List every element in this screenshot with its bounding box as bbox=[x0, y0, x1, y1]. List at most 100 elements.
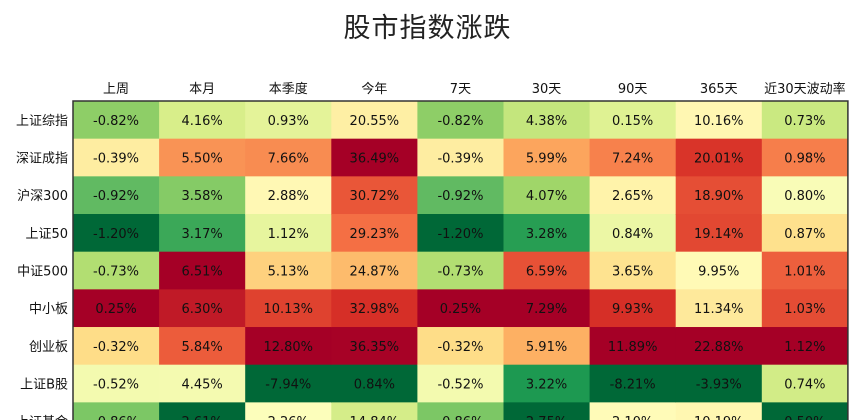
cell-value-label: -8.21% bbox=[610, 378, 656, 393]
cell-value-label: 1.03% bbox=[784, 302, 825, 317]
cell-value-label: 19.14% bbox=[694, 227, 744, 242]
cell-value-label: -0.82% bbox=[437, 114, 483, 129]
cell-value-label: 1.12% bbox=[268, 227, 309, 242]
cell-value-label: 5.13% bbox=[268, 265, 309, 280]
cell-value-label: 9.93% bbox=[612, 302, 653, 317]
cell-value-label: -1.20% bbox=[437, 227, 483, 242]
column-label: 7天 bbox=[450, 82, 471, 97]
heatmap-cell bbox=[417, 402, 505, 420]
cell-value-label: -0.86% bbox=[93, 415, 139, 420]
heatmap-cell bbox=[417, 364, 505, 403]
heatmap-cell bbox=[675, 364, 763, 403]
heatmap-cell bbox=[331, 364, 418, 403]
heatmap-cell bbox=[331, 214, 418, 253]
chart-title: 股市指数涨跌 bbox=[343, 13, 512, 44]
heatmap-cell bbox=[675, 251, 763, 290]
heatmap-cell bbox=[761, 402, 849, 420]
cell-value-label: 7.66% bbox=[268, 152, 309, 167]
cell-value-label: 3.58% bbox=[181, 189, 222, 204]
heatmap-cell bbox=[331, 327, 418, 366]
cell-value-label: 1.01% bbox=[784, 265, 825, 280]
row-label: 上证50 bbox=[25, 227, 68, 242]
heatmap-cell bbox=[589, 138, 677, 177]
heatmap-cell bbox=[761, 364, 849, 403]
cell-value-label: 18.90% bbox=[694, 189, 744, 204]
cell-value-label: -0.92% bbox=[437, 189, 483, 204]
column-label: 今年 bbox=[361, 81, 387, 97]
heatmap-cell bbox=[331, 402, 418, 420]
heatmap-cell bbox=[245, 402, 332, 420]
column-label: 本季度 bbox=[269, 81, 308, 97]
heatmap-cell bbox=[761, 327, 849, 366]
cell-value-label: 24.87% bbox=[350, 265, 400, 280]
heatmap-cell bbox=[245, 251, 332, 290]
heatmap-cell bbox=[245, 138, 332, 177]
cell-value-label: 30.72% bbox=[350, 189, 400, 204]
heatmap-cell bbox=[417, 176, 505, 215]
cell-value-label: 4.07% bbox=[526, 189, 567, 204]
heatmap-cell bbox=[245, 101, 332, 140]
heatmap-cell bbox=[73, 289, 160, 328]
heatmap-cell bbox=[503, 138, 591, 177]
cell-value-label: 20.01% bbox=[694, 152, 744, 167]
heatmap-cell bbox=[503, 364, 591, 403]
cell-value-label: 0.87% bbox=[784, 227, 825, 242]
heatmap-frame bbox=[72, 100, 849, 420]
cell-value-label: 3.65% bbox=[612, 265, 653, 280]
cell-value-label: -3.93% bbox=[696, 378, 742, 393]
column-label: 近30天波动率 bbox=[764, 81, 846, 97]
heatmap-cell bbox=[159, 138, 246, 177]
cell-value-label: 5.84% bbox=[181, 340, 222, 355]
heatmap-cell bbox=[503, 289, 591, 328]
cell-value-label: 14.84% bbox=[350, 415, 400, 420]
heatmap-cell bbox=[589, 101, 677, 140]
cell-value-label: 3.17% bbox=[181, 227, 222, 242]
heatmap-cell bbox=[159, 214, 246, 253]
row-label: 中小板 bbox=[29, 302, 68, 317]
heatmap-cell bbox=[675, 327, 763, 366]
cell-value-label: -0.32% bbox=[93, 340, 139, 355]
cell-value-label: 5.50% bbox=[181, 152, 222, 167]
cell-value-label: 9.95% bbox=[698, 265, 739, 280]
cell-value-label: 5.91% bbox=[526, 340, 567, 355]
heatmap-cell bbox=[589, 364, 677, 403]
heatmap-cell bbox=[761, 289, 849, 328]
cell-value-label: 7.29% bbox=[526, 302, 567, 317]
heatmap-cell bbox=[245, 364, 332, 403]
cell-value-label: 2.75% bbox=[526, 415, 567, 420]
heatmap-cell bbox=[417, 214, 505, 253]
heatmap-cell bbox=[675, 101, 763, 140]
heatmap-cell bbox=[503, 327, 591, 366]
heatmap-cell bbox=[159, 101, 246, 140]
heatmap-cell bbox=[159, 364, 246, 403]
heatmap-cell bbox=[417, 327, 505, 366]
cell-value-label: 29.23% bbox=[350, 227, 400, 242]
cell-value-label: 5.99% bbox=[526, 152, 567, 167]
cell-value-label: 0.73% bbox=[784, 114, 825, 129]
cell-value-label: 0.84% bbox=[354, 378, 395, 393]
heatmap-cell bbox=[675, 176, 763, 215]
heatmap-cell bbox=[589, 327, 677, 366]
heatmap-cell bbox=[503, 402, 591, 420]
heatmap-cell bbox=[761, 101, 849, 140]
row-label: 创业板 bbox=[29, 340, 68, 355]
heatmap-cell bbox=[73, 138, 160, 177]
row-label: 沪深300 bbox=[17, 188, 68, 204]
cell-value-label: -7.94% bbox=[265, 378, 311, 393]
heatmap-cell bbox=[761, 138, 849, 177]
cell-value-label: -0.52% bbox=[93, 378, 139, 393]
cell-value-label: 12.80% bbox=[263, 340, 313, 355]
heatmap-cell bbox=[73, 364, 160, 403]
cell-value-label: -1.20% bbox=[93, 227, 139, 242]
cell-value-label: 3.28% bbox=[526, 227, 567, 242]
heatmap-cell bbox=[73, 251, 160, 290]
heatmap-cell bbox=[73, 214, 160, 253]
column-label: 30天 bbox=[532, 82, 562, 97]
heatmap-cell bbox=[245, 327, 332, 366]
cell-value-label: 6.51% bbox=[181, 265, 222, 280]
cell-value-label: -0.73% bbox=[93, 265, 139, 280]
heatmap-cell bbox=[159, 289, 246, 328]
cell-value-label: 6.30% bbox=[181, 302, 222, 317]
row-label: 深证成指 bbox=[16, 152, 68, 167]
